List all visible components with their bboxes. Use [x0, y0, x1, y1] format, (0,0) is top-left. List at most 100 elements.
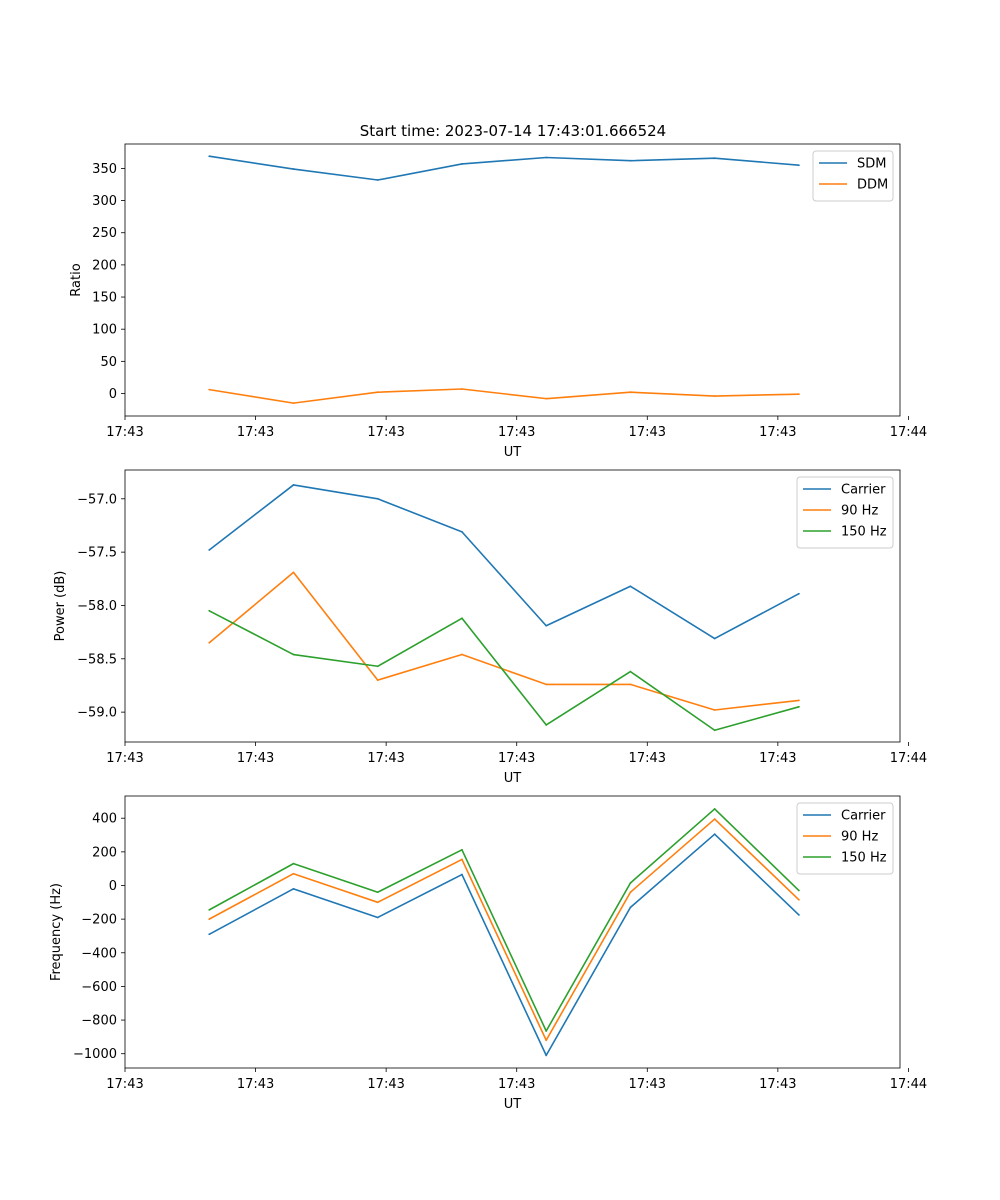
ratio-x-tick-label: 17:43: [106, 425, 143, 440]
ratio-point-sdm: [713, 157, 716, 160]
ratio-legend-label-ddm: DDM: [857, 178, 888, 193]
frequency-series-150-hz: [208, 808, 800, 1032]
ratio-y-tick-label: 250: [92, 226, 117, 241]
power-point-90-hz: [461, 653, 463, 656]
power-series-carrier: [208, 484, 800, 640]
frequency-point-carrier: [545, 1054, 548, 1057]
frequency-legend-label-150-hz: 150 Hz: [841, 851, 887, 866]
frequency-series-carrier: [208, 833, 800, 1057]
frequency-legend-label-carrier: Carrier: [841, 809, 886, 824]
ratio-x-tick-label: 17:43: [759, 425, 796, 440]
frequency-point-carrier: [208, 933, 211, 936]
power-point-150-hz: [461, 617, 463, 620]
power-x-tick-label: 17:43: [367, 751, 404, 766]
power-point-90-hz: [292, 571, 295, 574]
ratio-point-ddm: [545, 397, 548, 400]
frequency-x-tick-label: 17:43: [367, 1077, 404, 1092]
power-y-tick-label: −57.0: [77, 492, 117, 507]
ratio-panel: 17:43 17:43 17:43 17:43 17:43 17:43 17:44 0 50 10…: [69, 143, 927, 460]
frequency-point-90-hz: [461, 858, 463, 861]
power-point-90-hz: [713, 709, 716, 711]
frequency-series-90-hz: [208, 818, 800, 1042]
ratio-point-ddm: [208, 388, 211, 391]
power-x-tick-label: 17:44: [890, 751, 927, 766]
power-point-carrier: [545, 624, 548, 627]
power-x-tick-label: 17:43: [629, 751, 666, 766]
power-x-tick-label: 17:43: [759, 751, 796, 766]
frequency-y-tick-label: −600: [81, 980, 117, 995]
frequency-point-90-hz: [798, 898, 800, 901]
ratio-point-sdm: [292, 168, 295, 170]
power-point-carrier: [292, 484, 295, 486]
frequency-legend: Carrier 90 Hz 150 Hz: [796, 802, 894, 875]
ratio-point-ddm: [376, 391, 379, 394]
power-point-150-hz: [629, 670, 632, 673]
frequency-point-150-hz: [713, 808, 716, 810]
power-point-150-hz: [798, 705, 800, 708]
ratio-x-tick-label: 17:43: [367, 425, 404, 440]
frequency-point-carrier: [798, 914, 800, 916]
frequency-point-150-hz: [461, 848, 463, 851]
frequency-y-tick-label: −400: [81, 946, 117, 961]
frequency-axes-frame: [124, 795, 901, 1069]
ratio-point-sdm: [461, 163, 463, 165]
frequency-point-carrier: [461, 873, 463, 876]
power-legend-label-150-hz: 150 Hz: [841, 525, 887, 540]
ratio-x-axis-label: UT: [504, 445, 522, 460]
power-legend: Carrier 90 Hz 150 Hz: [796, 476, 894, 549]
frequency-point-150-hz: [629, 882, 632, 884]
ratio-x-tick-label: 17:43: [498, 425, 535, 440]
power-point-carrier: [798, 592, 800, 595]
ratio-point-sdm: [208, 155, 211, 158]
ratio-point-sdm: [376, 179, 379, 181]
frequency-x-tick-label: 17:43: [759, 1077, 796, 1092]
frequency-point-150-hz: [208, 908, 211, 911]
frequency-y-tick-label: −1000: [73, 1047, 117, 1062]
ratio-y-tick-label: 150: [92, 291, 117, 306]
ratio-y-tick-label: 0: [109, 387, 117, 402]
frequency-panel: 17:43 17:43 17:43 17:43 17:43 17:43 17:44 −1000…: [49, 795, 927, 1112]
power-point-90-hz: [376, 679, 379, 682]
power-point-carrier: [629, 585, 632, 588]
frequency-point-90-hz: [713, 818, 716, 820]
frequency-point-150-hz: [798, 889, 800, 892]
frequency-x-tick-label: 17:43: [498, 1077, 535, 1092]
ratio-point-ddm: [629, 391, 632, 394]
frequency-y-tick-label: 400: [92, 812, 117, 827]
ratio-y-tick-label: 350: [92, 162, 117, 177]
power-y-tick-label: −58.5: [77, 652, 117, 667]
ratio-point-ddm: [292, 402, 295, 405]
frequency-point-90-hz: [376, 901, 379, 904]
power-point-90-hz: [629, 683, 632, 686]
ratio-y-tick-label: 100: [92, 323, 117, 338]
power-y-axis-label: Power (dB): [53, 571, 68, 642]
frequency-y-tick-label: −800: [81, 1014, 117, 1029]
power-series-150-hz: [208, 610, 800, 732]
power-point-150-hz: [292, 653, 295, 656]
power-point-carrier: [376, 497, 379, 500]
power-point-150-hz: [713, 729, 716, 732]
frequency-point-90-hz: [545, 1039, 548, 1042]
ratio-x-tick-label: 17:44: [890, 425, 927, 440]
power-point-90-hz: [208, 641, 211, 644]
ratio-point-ddm: [798, 393, 800, 396]
ratio-legend: SDM DDM: [812, 150, 894, 202]
ratio-legend-label-sdm: SDM: [857, 157, 886, 172]
ratio-y-tick-label: 300: [92, 194, 117, 209]
ratio-axes-frame: [124, 143, 901, 417]
power-series-90-hz: [208, 571, 800, 711]
ratio-y-tick-label: 50: [100, 355, 117, 370]
frequency-y-tick-label: 0: [109, 879, 117, 894]
frequency-y-tick-label: 200: [92, 845, 117, 860]
power-y-tick-label: −59.0: [77, 706, 117, 721]
power-point-150-hz: [545, 724, 548, 726]
power-legend-label-carrier: Carrier: [841, 483, 886, 498]
frequency-point-carrier: [629, 906, 632, 909]
ratio-x-tick-label: 17:43: [237, 425, 274, 440]
frequency-x-tick-label: 17:43: [106, 1077, 143, 1092]
ratio-y-tick-label: 200: [92, 258, 117, 273]
ratio-y-axis-label: Ratio: [69, 263, 84, 296]
power-panel: 17:43 17:43 17:43 17:43 17:43 17:43 17:44 −59.0…: [53, 469, 927, 786]
power-y-tick-label: −58.0: [77, 599, 117, 614]
